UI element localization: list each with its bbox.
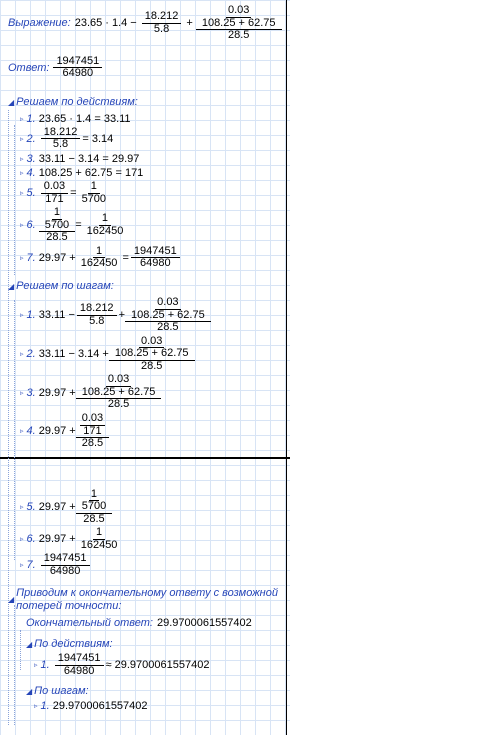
- answer-label: Ответ:: [8, 62, 49, 74]
- triangle-icon: ▹: [20, 311, 24, 319]
- expr-frac1: 18.212 5.8: [142, 11, 182, 35]
- action-5: ▹ 5. 0.03171 = 15700: [20, 181, 282, 205]
- step-2: ▹ 2. 33.11 − 3.14 + 0.03108.25 + 62.7528…: [20, 336, 282, 373]
- triangle-icon: ▹: [20, 254, 24, 262]
- triangle-icon: ◢: [26, 640, 32, 650]
- triangle-icon: ▹: [20, 535, 24, 543]
- triangle-icon: ▹: [20, 350, 24, 358]
- triangle-icon: ◢: [26, 687, 32, 697]
- step-6: ▹ 6. 29.97 + 1162450: [20, 527, 282, 551]
- triangle-icon: ▹: [20, 189, 24, 197]
- triangle-icon: ▹: [20, 155, 24, 163]
- step-7: ▹ 7. 194745164980: [20, 553, 282, 577]
- expr-a: 23.65 · 1.4: [75, 17, 128, 29]
- step-3: ▹ 3. 29.97 + 0.03108.25 + 62.7528.5: [20, 374, 282, 411]
- triangle-icon: ▹: [34, 702, 38, 710]
- final-answer-row: Окончательный ответ: 29.9700061557402: [26, 617, 282, 630]
- expr-minus: −: [130, 17, 136, 29]
- triangle-icon: ◢: [8, 282, 14, 292]
- expression-label: Выражение:: [8, 17, 71, 29]
- step-4: ▹ 4. 29.97 + 0.0317128.5: [20, 413, 282, 450]
- content-area: Выражение: 23.65 · 1.4 − 18.212 5.8 + 0.…: [0, 0, 290, 719]
- section-by-steps: ◢ Решаем по шагам:: [8, 280, 282, 293]
- triangle-icon: ▹: [20, 135, 24, 143]
- triangle-icon: ▹: [20, 389, 24, 397]
- triangle-icon: ▹: [34, 661, 38, 669]
- triangle-icon: ▹: [20, 427, 24, 435]
- action2-1: ▹ 1. 194745164980 ≈ 29.9700061557402: [34, 653, 282, 677]
- action-6: ▹ 6. 15700 28.5 = 1162450: [20, 207, 282, 244]
- expr-plus: +: [186, 17, 192, 29]
- triangle-icon: ◢: [8, 98, 14, 108]
- step-5: ▹ 5. 29.97 + 1570028.5: [20, 489, 282, 526]
- step2-1: ▹ 1. 29.9700061557402: [34, 700, 282, 712]
- triangle-icon: ◢: [8, 595, 14, 605]
- action-4: ▹ 4. 108.25 + 62.75 = 171: [20, 167, 282, 179]
- triangle-icon: ▹: [20, 221, 24, 229]
- action-7: ▹ 7. 29.97 + 1162450 = 194745164980: [20, 246, 282, 270]
- expr-nested-frac: 0.03 108.25 + 62.75 28.5: [196, 5, 282, 42]
- spacer: [8, 452, 282, 487]
- section-by-actions: ◢ Решаем по действиям:: [8, 96, 282, 109]
- triangle-icon: ▹: [20, 169, 24, 177]
- action-2: ▹ 2. 18.2125.8 = 3.14: [20, 127, 282, 151]
- action-3: ▹ 3. 33.11 − 3.14 = 29.97: [20, 153, 282, 165]
- action-1: ▹ 1. 23.65 · 1.4 = 33.11: [20, 113, 282, 125]
- triangle-icon: ▹: [20, 503, 24, 511]
- answer-row: Ответ: 1947451 64980: [8, 56, 282, 80]
- step-1: ▹ 1. 33.11 − 18.2125.8 + 0.03108.25 + 62…: [20, 297, 282, 334]
- expression-row: Выражение: 23.65 · 1.4 − 18.212 5.8 + 0.…: [8, 5, 282, 42]
- triangle-icon: ▹: [20, 561, 24, 569]
- section-by-steps-2: ◢ По шагам:: [26, 685, 282, 698]
- triangle-icon: ▹: [20, 115, 24, 123]
- section-by-actions-2: ◢ По действиям:: [26, 638, 282, 651]
- answer-frac: 1947451 64980: [53, 56, 102, 80]
- section-final-note: ◢ Приводим к окончательному ответу с воз…: [8, 587, 282, 612]
